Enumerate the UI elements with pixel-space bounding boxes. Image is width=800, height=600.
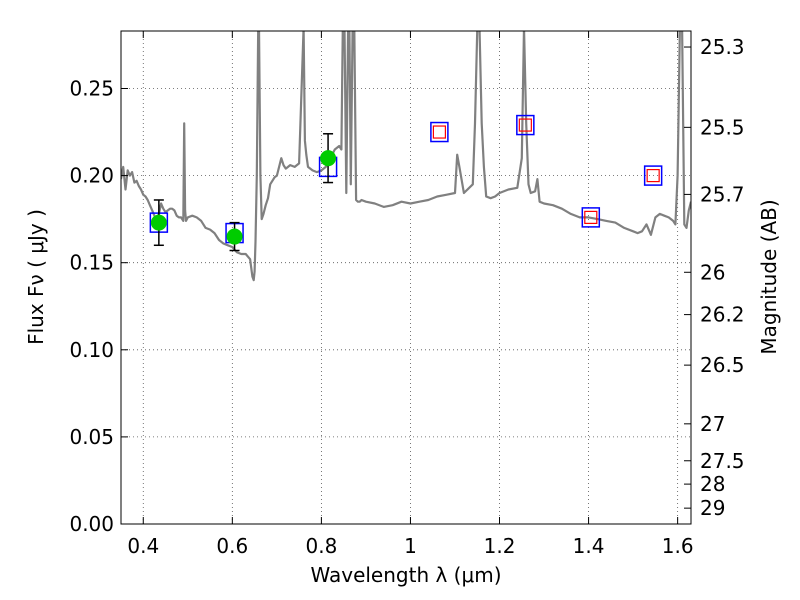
y2-axis-label: Magnitude (AB) [757, 199, 781, 354]
y2-tick-label: 26.2 [700, 303, 745, 327]
x-tick-label: 0.4 [127, 534, 159, 558]
upper-limit-square [646, 168, 660, 183]
y-tick-label: 0.25 [69, 76, 114, 100]
model-band-square [430, 121, 449, 143]
model-spectrum-layer [121, 31, 691, 282]
model-band-square [516, 114, 535, 136]
model-spectrum-line [121, 31, 691, 282]
y-tick-label: 0.20 [69, 164, 114, 188]
ticks [121, 31, 691, 525]
measured-point [320, 150, 337, 167]
upper-limit-square [432, 125, 446, 139]
y-tick-label: 0.05 [69, 425, 114, 449]
marker-layer [149, 114, 663, 252]
upper-limit-square [584, 210, 598, 224]
model-band-square [643, 165, 663, 186]
y2-tick-label: 26 [700, 260, 725, 284]
measured-point [150, 214, 167, 231]
y2-tick-label: 29 [700, 496, 725, 520]
y2-tick-label: 27 [700, 412, 725, 436]
y2-tick-label: 25.7 [700, 182, 745, 206]
x-tick-label: 1.2 [484, 534, 516, 558]
y-axis-label: Flux Fν ( μJy ) [24, 209, 48, 345]
y-tick-label: 0.00 [69, 512, 114, 536]
x-tick-label: 1.6 [662, 534, 694, 558]
x-tick-label: 1 [404, 534, 417, 558]
upper-limit-square [518, 118, 532, 132]
plot-frame [120, 30, 692, 525]
y2-tick-label: 25.5 [700, 115, 745, 139]
x-tick-label: 0.8 [305, 534, 337, 558]
y2-tick-label: 28 [700, 472, 725, 496]
y2-tick-label: 25.3 [700, 35, 745, 59]
x-axis-label: Wavelength λ (μm) [310, 563, 501, 587]
tick-labels: 0.4 0.6 0.8 1 1.2 1.4 1.6 0.00 0.05 0.10 0.15 0.20 0… [69, 35, 744, 558]
x-tick-label: 0.6 [216, 534, 248, 558]
measured-point [226, 228, 243, 245]
y2-tick-label: 26.5 [700, 353, 745, 377]
plot-background [121, 31, 691, 524]
y-tick-label: 0.10 [69, 338, 114, 362]
x-tick-label: 1.4 [573, 534, 605, 558]
model-band-square [581, 207, 601, 228]
y-tick-label: 0.15 [69, 251, 114, 275]
y2-tick-label: 27.5 [700, 449, 745, 473]
